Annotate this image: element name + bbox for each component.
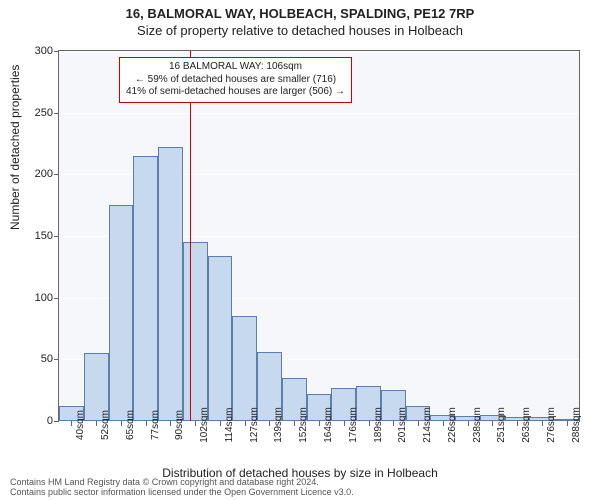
histogram-bar	[133, 156, 158, 421]
y-axis-label: Number of detached properties	[8, 65, 22, 230]
xtick-mark	[195, 421, 196, 426]
xtick-mark	[294, 421, 295, 426]
xtick-mark	[542, 421, 543, 426]
plot-area: 05010015020025030040sqm52sqm65sqm77sqm90…	[58, 50, 580, 422]
xtick-label: 214sqm	[422, 407, 433, 443]
xtick-mark	[245, 421, 246, 426]
xtick-label: 238sqm	[472, 407, 483, 443]
xtick-label: 251sqm	[496, 407, 507, 443]
chart-title: 16, BALMORAL WAY, HOLBEACH, SPALDING, PE…	[0, 0, 600, 21]
histogram-bar	[109, 205, 134, 421]
histogram-bar	[158, 147, 183, 421]
gridline	[59, 113, 579, 114]
xtick-label: 288sqm	[571, 407, 582, 443]
ytick-mark	[54, 298, 59, 299]
xtick-mark	[146, 421, 147, 426]
footer-line2: Contains public sector information licen…	[10, 488, 354, 498]
annotation-box: 16 BALMORAL WAY: 106sqm ← 59% of detache…	[119, 57, 352, 103]
ytick-label: 100	[35, 292, 53, 304]
ytick-mark	[54, 421, 59, 422]
ytick-mark	[54, 236, 59, 237]
histogram-bar	[183, 242, 208, 421]
histogram-bar	[232, 316, 257, 421]
xtick-mark	[517, 421, 518, 426]
xtick-mark	[344, 421, 345, 426]
annotation-line3: 41% of semi-detached houses are larger (…	[126, 86, 345, 99]
xtick-mark	[418, 421, 419, 426]
footer-attribution: Contains HM Land Registry data © Crown c…	[10, 478, 354, 498]
ytick-label: 300	[35, 45, 53, 57]
xtick-mark	[393, 421, 394, 426]
xtick-mark	[71, 421, 72, 426]
chart-subtitle: Size of property relative to detached ho…	[0, 21, 600, 38]
gridline	[59, 51, 579, 52]
xtick-mark	[369, 421, 370, 426]
ytick-mark	[54, 359, 59, 360]
xtick-label: 276sqm	[546, 407, 557, 443]
xtick-mark	[170, 421, 171, 426]
ytick-mark	[54, 51, 59, 52]
ytick-label: 50	[41, 353, 53, 365]
reference-line	[190, 51, 191, 421]
xtick-mark	[269, 421, 270, 426]
ytick-label: 150	[35, 230, 53, 242]
ytick-label: 0	[47, 415, 53, 427]
annotation-line1: 16 BALMORAL WAY: 106sqm	[126, 61, 345, 74]
xtick-label: 263sqm	[521, 407, 532, 443]
histogram-bar	[208, 256, 233, 421]
ytick-mark	[54, 174, 59, 175]
xtick-mark	[468, 421, 469, 426]
xtick-mark	[121, 421, 122, 426]
ytick-label: 250	[35, 107, 53, 119]
xtick-mark	[220, 421, 221, 426]
xtick-mark	[492, 421, 493, 426]
ytick-mark	[54, 113, 59, 114]
xtick-mark	[96, 421, 97, 426]
xtick-mark	[319, 421, 320, 426]
xtick-mark	[443, 421, 444, 426]
chart-container: 16, BALMORAL WAY, HOLBEACH, SPALDING, PE…	[0, 0, 600, 500]
xtick-mark	[567, 421, 568, 426]
annotation-line2: ← 59% of detached houses are smaller (71…	[126, 74, 345, 87]
xtick-label: 226sqm	[447, 407, 458, 443]
ytick-label: 200	[35, 168, 53, 180]
